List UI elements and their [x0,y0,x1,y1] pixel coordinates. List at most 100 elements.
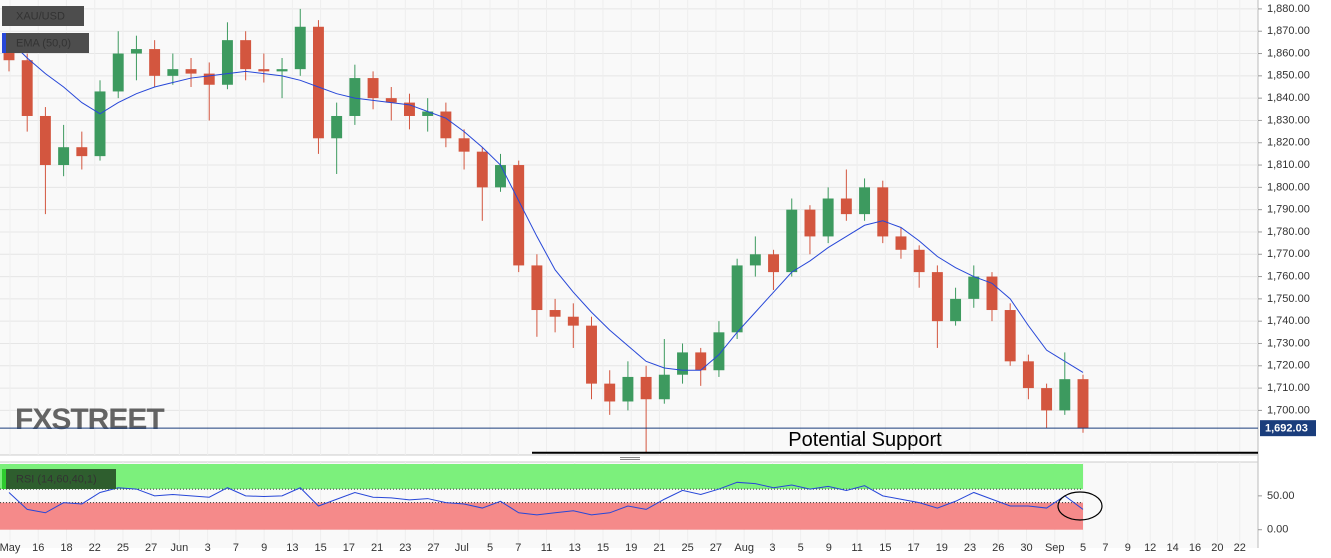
overbought-zone [0,464,1083,490]
x-tick-label: 21 [653,542,665,554]
candle-body [130,49,142,54]
support-label: Potential Support [788,429,942,451]
x-tick-label: 19 [625,542,637,554]
x-tick-label: 27 [710,542,722,554]
candle-body [731,265,743,333]
candle-body [1022,361,1034,389]
last-price-label: 1,692.03 [1265,423,1308,435]
candle-body [531,265,543,311]
x-tick-label: 9 [261,542,267,554]
candle-body [404,102,415,116]
x-tick-label: Jun [171,542,189,554]
candle-body [586,325,597,384]
last-price-box [1260,420,1316,437]
candle-body [713,332,725,371]
candle-body [567,316,579,326]
candle-body [440,111,452,139]
candle-body [950,298,962,322]
x-tick-label: 5 [798,542,804,554]
x-tick-label: Aug [734,542,754,554]
candle-body [21,60,33,116]
y-tick-label: 1,700.00 [1267,404,1310,416]
candle-body [276,69,288,72]
y-tick-label: 1,770.00 [1267,248,1310,260]
candle-body [895,236,907,250]
legend-symbol: XAU/USD [16,10,65,22]
candle-body [203,73,215,85]
candle-body [622,376,634,402]
x-tick-label: 13 [286,542,298,554]
y-tick-label: 1,720.00 [1267,360,1310,372]
candle-body [221,40,233,85]
x-tick-label: May [0,542,21,554]
candle-body [513,165,525,266]
candle-body [1077,379,1089,429]
x-tick-label: 18 [60,542,72,554]
x-tick-label: Sep [1045,542,1065,554]
x-tick-label: 26 [992,542,1004,554]
candle-body [367,78,379,99]
candle-body [476,151,488,188]
candle-body [349,78,361,116]
rsi-y-tick-label: 0.00 [1267,524,1288,536]
legend-box[interactable] [2,6,84,26]
y-tick-label: 1,820.00 [1267,137,1310,149]
legend-box[interactable] [2,469,116,489]
x-tick-label: 22 [1234,542,1246,554]
x-tick-label: 20 [1211,542,1223,554]
highlight-circle [1057,491,1103,521]
candle-body [549,310,561,317]
x-tick-label: 15 [879,542,891,554]
x-tick-label: 21 [371,542,383,554]
candle-body [422,111,434,116]
x-tick-label: 9 [1125,542,1131,554]
candle-body [749,254,761,266]
x-tick-label: 23 [964,542,976,554]
x-tick-label: 9 [826,542,832,554]
candle-body [331,115,343,139]
rsi-line [8,481,1084,516]
x-tick-label: 27 [427,542,439,554]
x-tick-label: 27 [145,542,157,554]
x-tick-label: 7 [515,542,521,554]
rsi-y-tick-label: 50.00 [1267,490,1295,502]
x-tick-label: 23 [399,542,411,554]
candle-body [312,26,324,139]
candle-body [822,198,834,237]
x-tick-label: Jul [455,542,469,554]
candle-body [240,40,252,70]
y-tick-label: 1,790.00 [1267,204,1310,216]
candle-body [112,53,124,92]
y-tick-label: 1,850.00 [1267,70,1310,82]
x-tick-label: 12 [1144,542,1156,554]
y-tick-label: 1,880.00 [1267,3,1310,15]
x-tick-label: 15 [314,542,326,554]
x-tick-label: 19 [936,542,948,554]
annotation-layer: 1,692.03 Potential Support [0,420,1316,454]
x-tick-label: 11 [851,542,862,554]
legend-swatch [2,469,6,489]
candle-body [495,165,506,188]
candle-body [167,69,179,76]
plot-layer [3,8,1089,453]
candle-body [294,26,306,70]
x-tick-label: 17 [343,542,355,554]
candle-body [986,276,998,311]
y-tick-label: 1,740.00 [1267,315,1310,327]
candle-body [877,187,889,237]
rsi-layer: 50.00 0.00 [0,464,1295,536]
candle-body [458,138,470,152]
legend-box[interactable] [2,33,89,53]
x-tick-label: 22 [89,542,101,554]
y-tick-label: 1,810.00 [1267,159,1310,171]
x-tick-label: 5 [487,542,493,554]
x-tick-label: 7 [233,542,239,554]
candle-body [94,91,106,157]
candle-body [58,147,70,166]
x-tick-label: 15 [597,542,609,554]
y-tick-label: 1,730.00 [1267,337,1310,349]
candle-body [677,352,688,375]
x-tick-label: 30 [1020,542,1032,554]
candle-body [1059,379,1071,411]
